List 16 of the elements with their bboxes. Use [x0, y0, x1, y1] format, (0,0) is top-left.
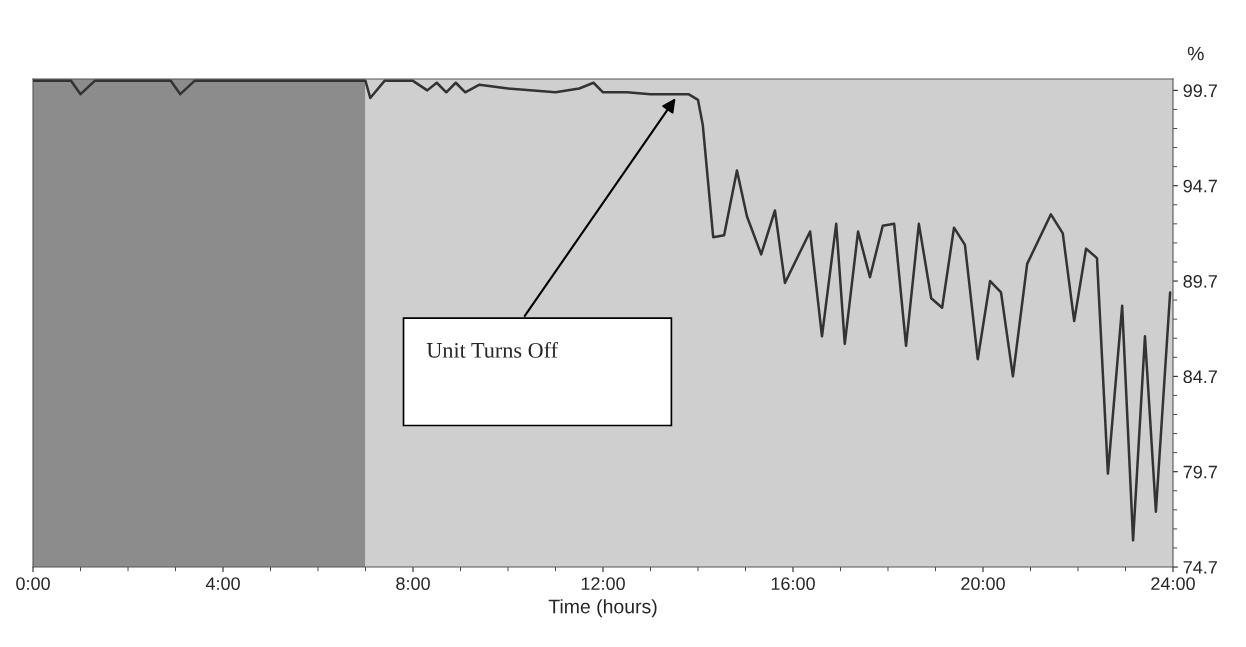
x-tick-label: 4:00 [205, 577, 240, 591]
y-tick-label: 79.7 [1183, 465, 1217, 479]
y-tick-label: 94.7 [1183, 179, 1217, 193]
x-axis-title: Time (hours) [548, 599, 657, 618]
x-tick-label: 20:00 [961, 577, 1005, 591]
x-tick-label: 0:00 [16, 577, 50, 591]
y-tick-label: 74.7 [1183, 561, 1217, 574]
y-tick-label: 84.7 [1183, 370, 1217, 384]
x-tick-label: 16:00 [771, 577, 815, 591]
x-tick-label: 12:00 [581, 577, 625, 591]
x-tick-label: 8:00 [396, 577, 430, 591]
annotation: Unit Turns Off [426, 341, 559, 358]
y-tick-label: 89.7 [1183, 274, 1217, 288]
x-tick-label: 24:00 [1151, 577, 1195, 591]
y-axis-title: % [1187, 46, 1204, 61]
y-tick-label: 99.7 [1183, 84, 1217, 98]
